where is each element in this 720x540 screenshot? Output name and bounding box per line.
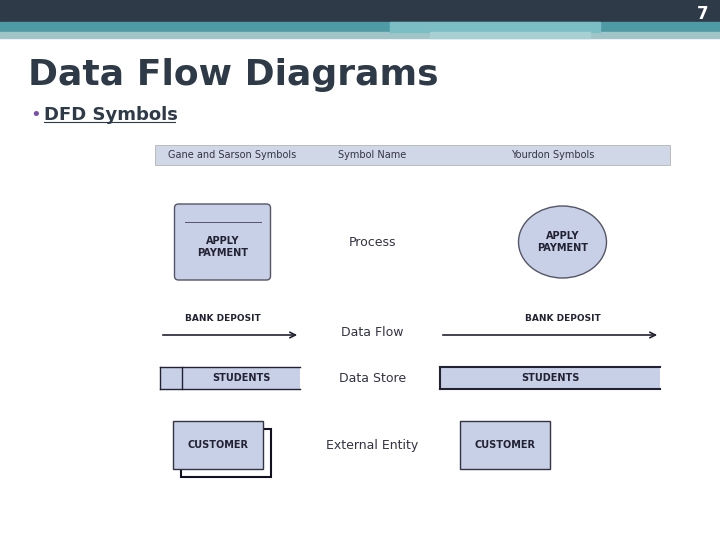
Bar xyxy=(440,367,660,389)
Ellipse shape xyxy=(518,206,606,278)
Text: CUSTOMER: CUSTOMER xyxy=(187,440,248,450)
Text: DFD Symbols: DFD Symbols xyxy=(44,106,178,124)
Text: •: • xyxy=(30,106,41,124)
Text: Data Flow: Data Flow xyxy=(341,327,404,340)
Bar xyxy=(173,421,263,469)
Bar xyxy=(0,32,720,38)
Text: 7: 7 xyxy=(696,5,708,23)
Text: STUDENTS: STUDENTS xyxy=(212,373,270,383)
Text: External Entity: External Entity xyxy=(326,438,418,451)
Bar xyxy=(0,0,720,22)
Bar xyxy=(430,32,590,38)
Text: APPLY
PAYMENT: APPLY PAYMENT xyxy=(537,231,588,253)
Bar xyxy=(160,367,300,389)
Bar xyxy=(0,22,720,32)
Text: APPLY
PAYMENT: APPLY PAYMENT xyxy=(197,236,248,258)
Text: Symbol Name: Symbol Name xyxy=(338,150,407,160)
Bar xyxy=(181,429,271,477)
Text: BANK DEPOSIT: BANK DEPOSIT xyxy=(525,314,600,323)
Text: Gane and Sarson Symbols: Gane and Sarson Symbols xyxy=(168,150,297,160)
Bar xyxy=(155,145,670,165)
Text: CUSTOMER: CUSTOMER xyxy=(474,440,536,450)
Text: Yourdon Symbols: Yourdon Symbols xyxy=(510,150,594,160)
Text: Data Store: Data Store xyxy=(339,372,406,384)
Bar xyxy=(390,22,600,32)
Bar xyxy=(460,421,550,469)
FancyBboxPatch shape xyxy=(174,204,271,280)
Text: Process: Process xyxy=(348,235,396,248)
Text: STUDENTS: STUDENTS xyxy=(521,373,579,383)
Text: BANK DEPOSIT: BANK DEPOSIT xyxy=(184,314,261,323)
Text: Data Flow Diagrams: Data Flow Diagrams xyxy=(28,58,438,92)
